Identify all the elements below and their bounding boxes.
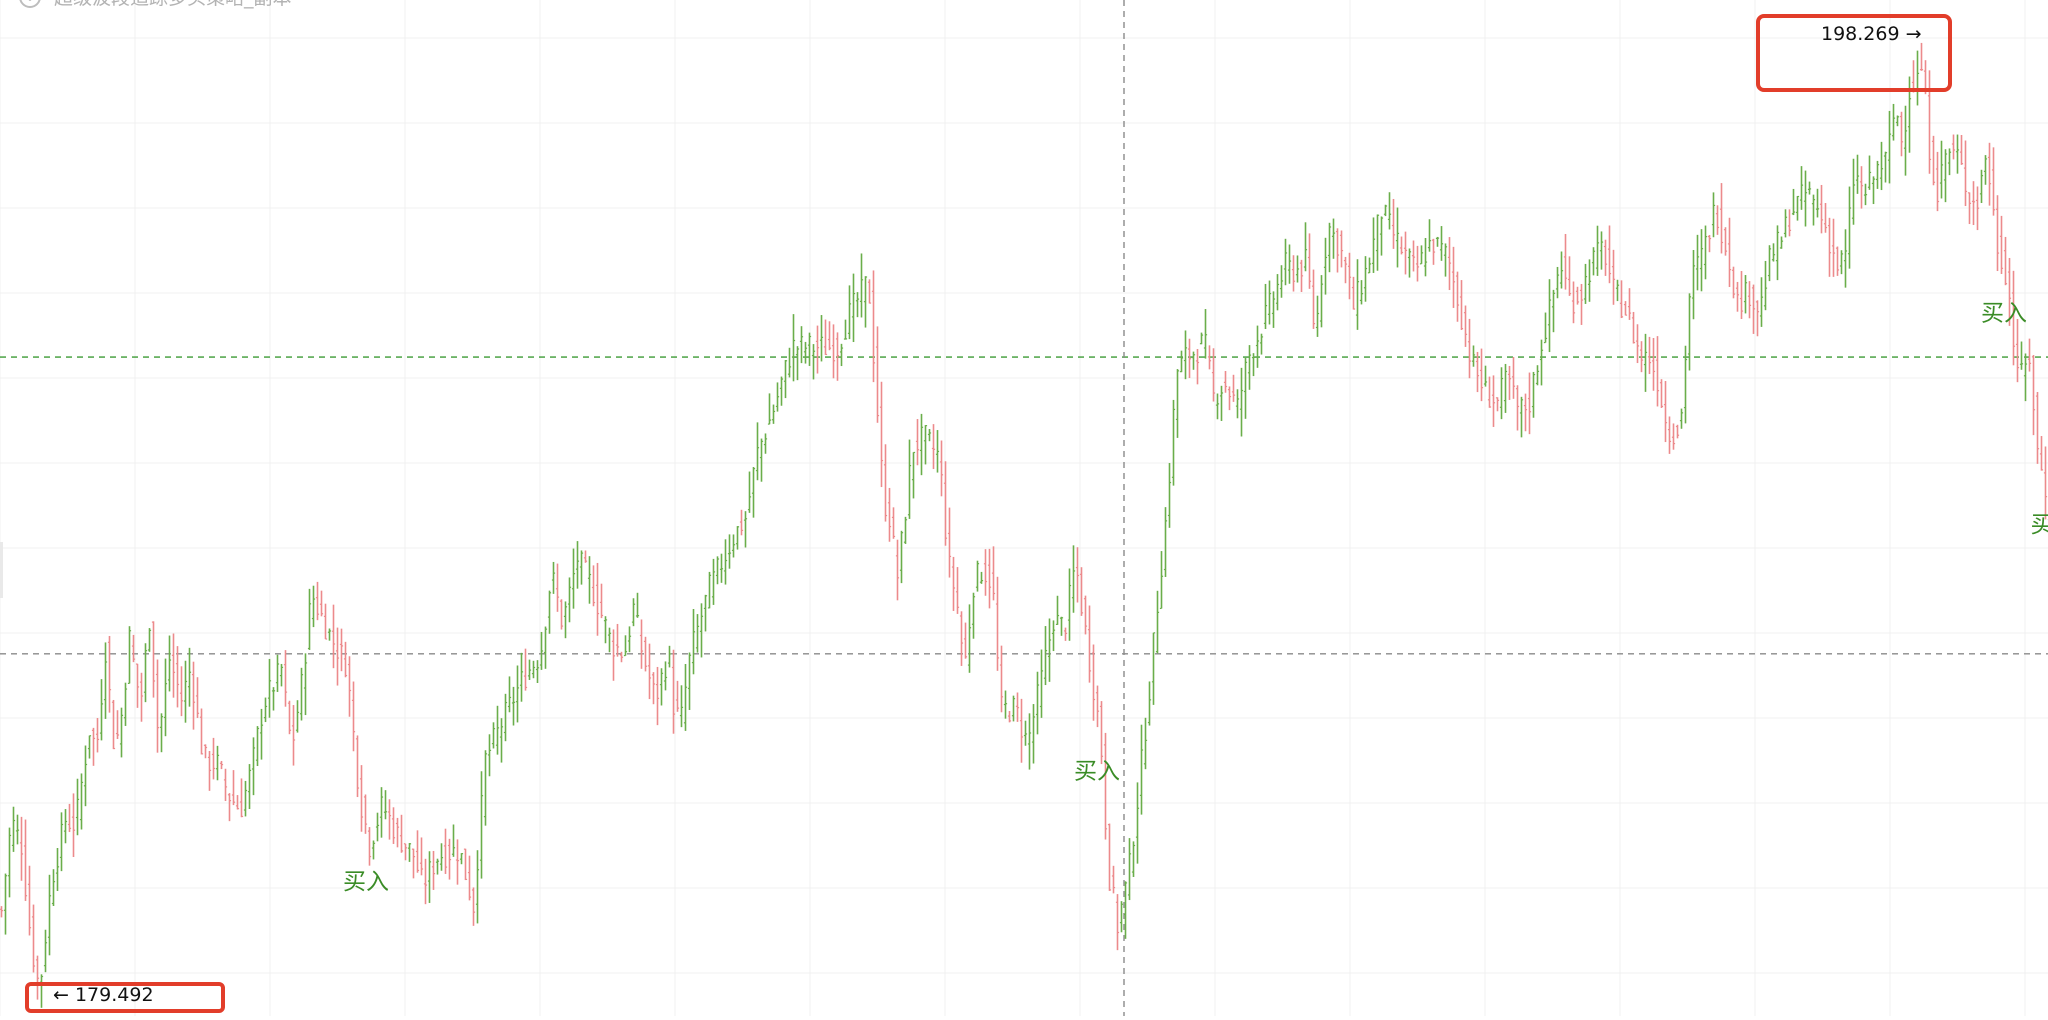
buy-signal-label: 买入 (1074, 758, 1120, 784)
low-price-label: ← 179.492 (53, 984, 154, 1006)
high-price-label: 198.269 → (1821, 23, 1922, 45)
reference-lines (0, 357, 2048, 654)
price-labels: 198.269 → ← 179.492 (27, 16, 1950, 1011)
ohlc-bars (0, 43, 2047, 1008)
buy-signal-label: 买 (2031, 512, 2048, 538)
buy-signal-label: 买入 (343, 869, 389, 895)
chevron-circle-icon[interactable] (20, 0, 40, 7)
strategy-header[interactable]: 超级波段追踪多头策略_副本 (20, 0, 292, 9)
buy-signal-label: 买入 (1981, 301, 2027, 327)
strategy-title: 超级波段追踪多头策略_副本 (54, 0, 292, 9)
left-panel-handle[interactable] (0, 542, 3, 598)
